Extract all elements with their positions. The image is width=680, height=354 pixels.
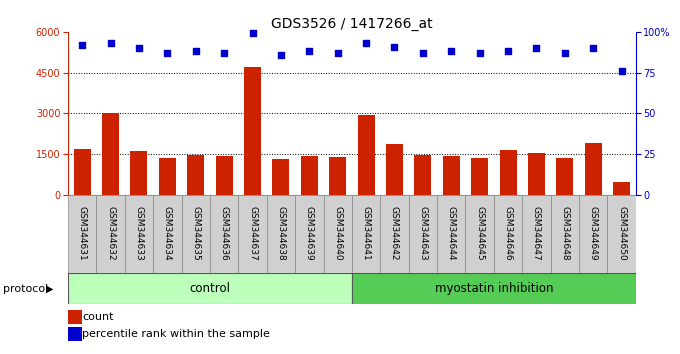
Bar <box>68 310 82 324</box>
Bar <box>324 195 352 273</box>
Bar <box>153 195 182 273</box>
Bar <box>244 67 261 195</box>
Text: myostatin inhibition: myostatin inhibition <box>435 282 553 295</box>
Text: count: count <box>82 312 114 322</box>
Text: GSM344643: GSM344643 <box>418 206 427 261</box>
Bar <box>301 156 318 195</box>
Text: GSM344631: GSM344631 <box>78 206 86 261</box>
Bar <box>329 157 346 195</box>
Point <box>162 50 173 56</box>
Bar <box>182 195 210 273</box>
Bar <box>556 158 573 195</box>
Text: GSM344642: GSM344642 <box>390 206 399 261</box>
Point <box>360 40 371 46</box>
Text: control: control <box>190 282 231 295</box>
Bar <box>494 195 522 273</box>
Text: GSM344632: GSM344632 <box>106 206 115 261</box>
Point <box>190 48 201 54</box>
Bar <box>273 159 290 195</box>
Point <box>77 42 88 48</box>
Text: GSM344633: GSM344633 <box>135 206 143 261</box>
Bar <box>585 143 602 195</box>
Point <box>389 44 400 49</box>
Point <box>474 50 485 56</box>
Text: GSM344644: GSM344644 <box>447 206 456 261</box>
Text: GSM344645: GSM344645 <box>475 206 484 261</box>
Bar <box>409 195 437 273</box>
Text: ▶: ▶ <box>46 284 53 293</box>
Bar <box>352 273 636 304</box>
Point <box>616 68 627 74</box>
Text: GSM344648: GSM344648 <box>560 206 569 261</box>
Bar <box>579 195 607 273</box>
Text: GSM344650: GSM344650 <box>617 206 626 261</box>
Bar <box>131 151 148 195</box>
Bar <box>97 195 125 273</box>
Text: GSM344641: GSM344641 <box>362 206 371 261</box>
Point <box>446 48 457 54</box>
Point <box>418 50 428 56</box>
Text: GSM344638: GSM344638 <box>277 206 286 261</box>
Bar <box>437 195 465 273</box>
Text: GSM344646: GSM344646 <box>504 206 513 261</box>
Bar <box>613 183 630 195</box>
Bar <box>358 115 375 195</box>
Bar <box>216 156 233 195</box>
Point <box>503 48 513 54</box>
Bar <box>159 158 176 195</box>
Bar <box>380 195 409 273</box>
Bar <box>522 195 551 273</box>
Bar <box>500 150 517 195</box>
Text: GSM344649: GSM344649 <box>589 206 598 261</box>
Point <box>560 50 571 56</box>
Bar <box>68 327 82 341</box>
Point <box>247 31 258 36</box>
Bar <box>414 155 431 195</box>
Bar <box>267 195 295 273</box>
Point <box>133 45 144 51</box>
Bar <box>68 273 352 304</box>
Point <box>275 52 286 57</box>
Text: GSM344640: GSM344640 <box>333 206 342 261</box>
Text: GSM344636: GSM344636 <box>220 206 228 261</box>
Bar <box>465 195 494 273</box>
Bar <box>239 195 267 273</box>
Text: GSM344637: GSM344637 <box>248 206 257 261</box>
Title: GDS3526 / 1417266_at: GDS3526 / 1417266_at <box>271 17 432 31</box>
Bar <box>607 195 636 273</box>
Text: GSM344639: GSM344639 <box>305 206 313 261</box>
Bar <box>187 155 204 195</box>
Point <box>333 50 343 56</box>
Point <box>105 40 116 46</box>
Text: percentile rank within the sample: percentile rank within the sample <box>82 329 270 339</box>
Bar <box>125 195 153 273</box>
Bar <box>73 149 90 195</box>
Text: GSM344634: GSM344634 <box>163 206 172 261</box>
Bar <box>471 158 488 195</box>
Bar <box>352 195 380 273</box>
Bar <box>551 195 579 273</box>
Point <box>304 48 315 54</box>
Point <box>588 45 598 51</box>
Bar <box>528 153 545 195</box>
Bar <box>443 156 460 195</box>
Text: GSM344647: GSM344647 <box>532 206 541 261</box>
Bar <box>68 195 97 273</box>
Text: protocol: protocol <box>3 284 49 293</box>
Bar <box>102 113 119 195</box>
Bar <box>295 195 324 273</box>
Point <box>219 50 230 56</box>
Bar <box>210 195 239 273</box>
Point <box>531 45 542 51</box>
Bar <box>386 144 403 195</box>
Text: GSM344635: GSM344635 <box>191 206 200 261</box>
